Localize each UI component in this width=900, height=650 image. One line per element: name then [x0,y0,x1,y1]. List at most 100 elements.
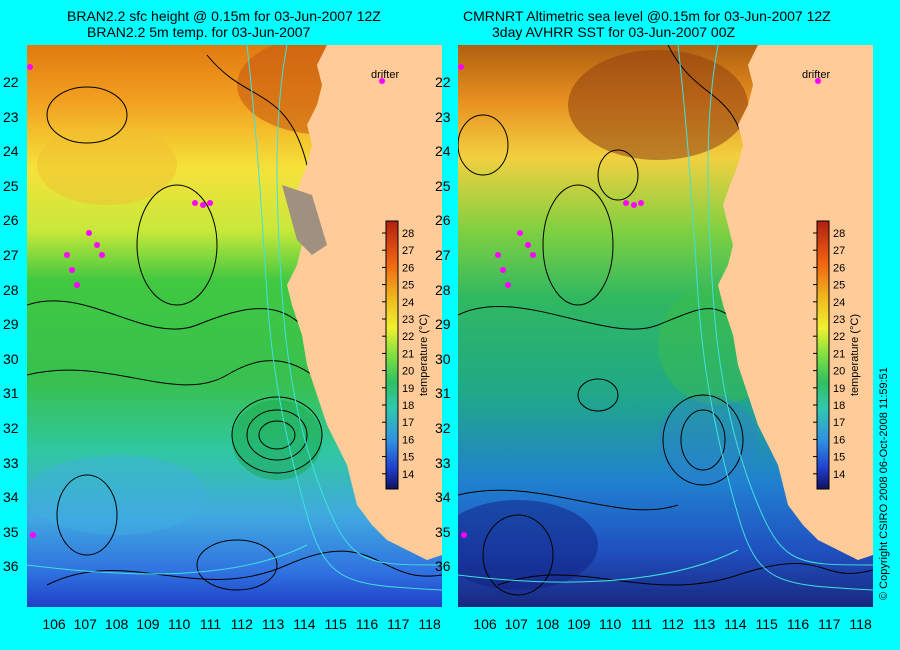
latitude-label: 28 [3,281,19,298]
colorbar-tick-label: 20 [402,366,414,378]
longitude-label: 106 [42,616,66,632]
longitude-label: 114 [293,616,316,632]
right-drifter-label: drifter [802,69,830,81]
right-title-line2: 3day AVHRR SST for 03-Jun-2007 00Z [492,24,736,40]
latitude-label: 33 [435,454,451,471]
longitude-label: 110 [168,616,191,632]
drifter-markers [458,64,821,538]
right-colorbar: 28 27 26 25 24 23 22 21 20 19 18 17 16 15 14 temperatu… [813,220,861,490]
right-map-panel: drifter 28 27 26 25 24 23 22 21 20 19 18 17 16 15 14 t… [458,45,873,607]
longitude-label: 112 [230,616,253,632]
australia-land [718,45,873,560]
latitude-label: 22 [435,74,451,90]
longitude-label: 116 [786,616,810,632]
latitude-label: 25 [3,177,19,194]
latitude-label: 29 [3,316,19,333]
colorbar-tick-label: 17 [833,417,845,429]
colorbar-tick-label: 23 [833,314,845,326]
colorbar-tick-label: 20 [833,366,845,378]
longitude-label: 118 [849,616,872,632]
longitude-label: 116 [355,616,379,632]
longitude-label: 111 [199,616,222,632]
latitude-label: 23 [435,108,451,125]
drifter-markers [27,64,385,538]
colorbar-tick-label: 18 [402,400,414,412]
left-title-line2: BRAN2.2 5m temp. for 03-Jun-2007 [87,24,311,40]
longitude-label: 113 [692,616,716,632]
colorbar-tick-label: 24 [402,297,414,309]
colorbar-tick-label: 25 [402,280,414,292]
longitude-label: 108 [104,616,129,632]
latitude-label: 29 [435,316,451,333]
bathymetry-lines [27,45,442,591]
latitude-label: 30 [3,350,19,367]
latitude-label: 34 [435,489,451,506]
longitude-label: 114 [724,616,747,632]
colorbar-tick-label: 26 [833,262,845,274]
colorbar-tick-label: 16 [833,434,845,446]
longitude-label: 118 [418,616,441,632]
colorbar-tick-label: 14 [833,469,845,481]
colorbar-tick-label: 16 [402,434,414,446]
longitude-label: 111 [630,616,653,632]
latitude-label: 25 [435,177,451,194]
colorbar-tick-label: 19 [833,383,845,395]
longitude-label: 106 [473,616,497,632]
latitude-label: 26 [435,212,451,229]
latitude-label: 33 [3,454,19,471]
longitude-label: 109 [136,616,160,632]
colorbar-tick-label: 23 [402,314,414,326]
longitude-label: 109 [567,616,591,632]
colorbar-tick-label: 15 [833,452,845,464]
left-drifter-label: drifter [371,69,399,81]
colorbar-tick-label: 22 [402,331,414,343]
latitude-label: 31 [3,385,19,402]
left-title-line1: BRAN2.2 sfc height @ 0.15m for 03-Jun-20… [67,8,381,24]
colorbar-tick-label: 27 [833,245,845,257]
colorbar-tick-label: 19 [402,383,414,395]
colorbar-tick-label: 22 [833,331,845,343]
latitude-label: 35 [3,523,19,540]
colorbar-tick-label: 27 [402,245,414,257]
latitude-label: 36 [3,558,19,575]
colorbar-tick-label: 17 [402,417,414,429]
longitude-label: 115 [755,616,778,632]
left-colorbar-label: temperature (°C) [418,314,430,396]
latitude-label: 32 [3,420,19,436]
latitude-label: 27 [435,247,451,263]
latitude-label: 24 [435,143,451,160]
latitude-label: 34 [3,489,19,506]
colorbar-tick-label: 28 [833,228,845,240]
latitude-label: 28 [435,281,451,298]
latitude-label: 35 [435,523,451,540]
longitude-label: 115 [324,616,347,632]
colorbar-tick-label: 18 [833,400,845,412]
colorbar-tick-label: 14 [402,469,414,481]
latitude-label: 32 [435,420,451,436]
copyright-notice: © Copyright CSIRO 2008 06-Oct-2008 11:59… [878,367,890,600]
latitude-label: 23 [3,108,19,125]
colorbar-tick-label: 21 [833,348,845,360]
longitude-label: 107 [73,616,97,632]
colorbar-tick-label: 15 [402,452,414,464]
longitude-label: 107 [504,616,528,632]
latitude-label: 36 [435,558,451,575]
longitude-label: 117 [818,616,841,632]
colorbar-tick-label: 26 [402,262,414,274]
colorbar-tick-label: 28 [402,228,414,240]
latitude-label: 30 [435,350,451,367]
colorbar-tick-label: 21 [402,348,414,360]
longitude-label: 117 [387,616,410,632]
left-map-panel: drifter 28 27 26 25 24 23 22 21 20 19 18 17 16 15 14 t… [27,45,442,607]
colorbar-tick-label: 24 [833,297,845,309]
right-colorbar-label: temperature (°C) [849,314,861,396]
colorbar-tick-label: 25 [833,280,845,292]
longitude-label: 108 [535,616,560,632]
latitude-label: 22 [3,74,19,90]
longitude-label: 113 [261,616,285,632]
latitude-label: 26 [3,212,19,229]
latitude-label: 27 [3,247,19,263]
right-title-line1: CMRNRT Altimetric sea level @0.15m for 0… [463,8,831,24]
latitude-label: 24 [3,143,19,160]
australia-land [287,45,442,560]
